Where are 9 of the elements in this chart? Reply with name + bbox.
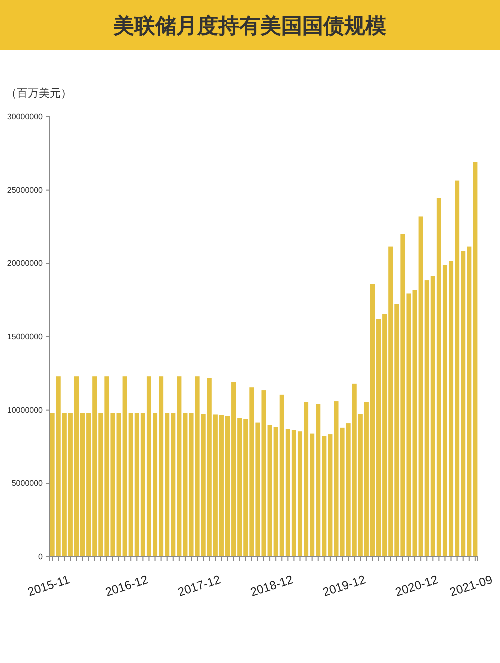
y-tick-label: 20000000: [7, 259, 44, 268]
y-tick-label: 30000000: [7, 112, 44, 122]
y-tick-label: 0: [38, 552, 44, 562]
y-tick-label: 25000000: [7, 186, 44, 195]
chart-title: 美联储月度持有美国国债规模: [112, 14, 386, 38]
y-tick-label: 5000000: [12, 479, 44, 488]
y-axis-title: （百万美元）: [6, 87, 72, 100]
y-tick-label: 15000000: [7, 332, 44, 342]
y-tick-label: 10000000: [7, 406, 44, 415]
